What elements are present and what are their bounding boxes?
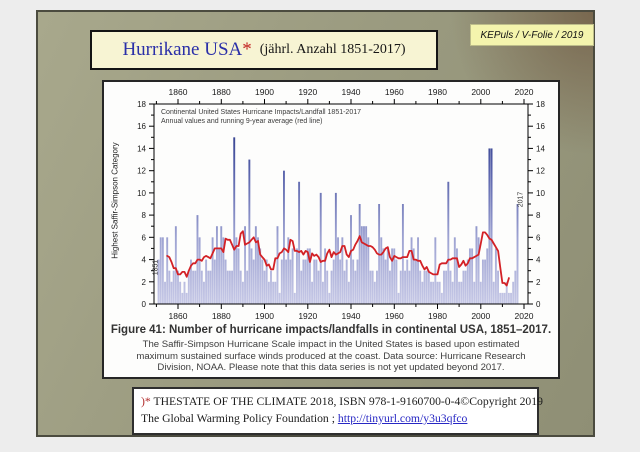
citation-box: )* THESTATE OF THE CLIMATE 2018, ISBN 97… (132, 387, 543, 435)
svg-text:2020: 2020 (515, 311, 534, 321)
title-asterisk: * (242, 39, 252, 60)
svg-text:1900: 1900 (255, 311, 274, 321)
slide-subtitle: (jährl. Anzahl 1851-2017) (259, 42, 406, 57)
svg-text:0: 0 (142, 300, 147, 309)
svg-text:2: 2 (142, 278, 147, 287)
figure-caption: Figure 41: Number of hurricane impacts/l… (104, 324, 558, 374)
figure-panel: 1860 1860 1880 1880 1900 1900 1920 1920 1940 1940… (102, 80, 560, 379)
svg-text:10: 10 (137, 189, 146, 198)
svg-text:2000: 2000 (471, 87, 490, 97)
chart-area: 1860 1860 1880 1880 1900 1900 1920 1920 1940 1940… (104, 82, 558, 328)
svg-text:1860: 1860 (169, 87, 188, 97)
y-axis-title: Highest Saffir-Simpson Category (110, 142, 120, 259)
svg-text:12: 12 (536, 167, 545, 176)
svg-text:0: 0 (536, 300, 541, 309)
svg-text:2: 2 (536, 278, 541, 287)
svg-text:2000: 2000 (471, 311, 490, 321)
svg-text:1880: 1880 (212, 87, 231, 97)
svg-text:16: 16 (536, 122, 545, 131)
citation-line1: )* THESTATE OF THE CLIMATE 2018, ISBN 97… (141, 393, 543, 410)
svg-text:1980: 1980 (428, 87, 447, 97)
svg-text:10: 10 (536, 189, 545, 198)
svg-text:2020: 2020 (515, 87, 534, 97)
source-badge: KEPuls / V-Folie / 2019 (470, 24, 594, 46)
svg-text:8: 8 (142, 211, 147, 220)
slide-title-box: Hurrikane USA * (jährl. Anzahl 1851-2017) (90, 30, 438, 70)
running-average-line (166, 230, 510, 287)
chart-inner-title-line1: Continental United States Hurricane Impa… (161, 109, 362, 116)
svg-text:8: 8 (536, 211, 541, 220)
annotation-2017: 2017 (517, 191, 525, 208)
svg-text:1860: 1860 (169, 311, 188, 321)
bars (157, 137, 519, 304)
figure-caption-title: Figure 41: Number of hurricane impacts/l… (110, 324, 552, 336)
chart-inner-title-line2: Annual values and running 9-year average… (161, 118, 323, 125)
annotation-1851: 1851 (152, 259, 160, 276)
citation-line2: The Global Warming Policy Foundation ; h… (141, 410, 531, 427)
svg-text:1960: 1960 (385, 311, 404, 321)
svg-text:18: 18 (137, 100, 146, 109)
svg-text:6: 6 (142, 233, 147, 242)
svg-text:12: 12 (137, 167, 146, 176)
citation-marker: )* (141, 395, 151, 408)
presentation-slide: Hurrikane USA * (jährl. Anzahl 1851-2017)… (36, 10, 595, 437)
tinyurl-link[interactable]: http://tinyurl.com/y3u3qfco (337, 412, 468, 425)
svg-text:1940: 1940 (342, 87, 361, 97)
svg-text:1880: 1880 (212, 311, 231, 321)
svg-text:6: 6 (536, 233, 541, 242)
tick-labels: 1860186018801880190019001920192019401940… (137, 87, 545, 321)
svg-text:1920: 1920 (298, 311, 317, 321)
svg-text:18: 18 (536, 100, 545, 109)
svg-text:14: 14 (137, 144, 146, 153)
svg-text:14: 14 (536, 144, 545, 153)
svg-text:1960: 1960 (385, 87, 404, 97)
svg-text:4: 4 (142, 256, 147, 265)
svg-text:1920: 1920 (298, 87, 317, 97)
svg-text:16: 16 (137, 122, 146, 131)
citation-text2: The Global Warming Policy Foundation ; (141, 412, 338, 425)
slide-title: Hurrikane USA (122, 39, 243, 60)
svg-text:4: 4 (536, 256, 541, 265)
hurricane-chart-svg: 1860186018801880190019001920192019401940… (137, 87, 545, 321)
citation-text1: THESTATE OF THE CLIMATE 2018, ISBN 978-1… (150, 395, 543, 408)
svg-text:1900: 1900 (255, 87, 274, 97)
svg-text:1980: 1980 (428, 311, 447, 321)
svg-text:1940: 1940 (342, 311, 361, 321)
chart-inner-title: Continental United States Hurricane Impa… (161, 108, 361, 126)
figure-caption-body: The Saffir-Simpson Hurricane Scale impac… (136, 339, 526, 373)
